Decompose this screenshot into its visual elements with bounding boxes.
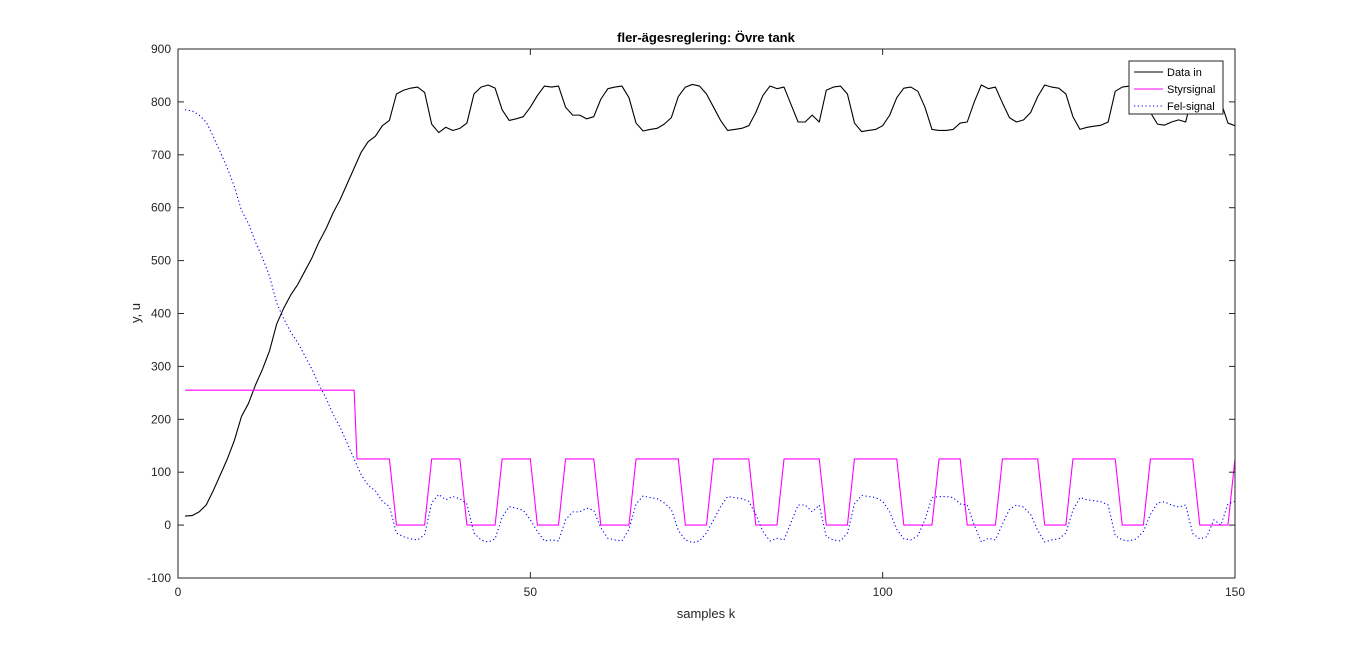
plot-area	[178, 49, 1235, 578]
y-axis: -100 0 100 200 300 400 500 600 700 800 900	[147, 42, 1235, 585]
y-tick-label: 800	[151, 95, 171, 109]
y-tick-label: 600	[151, 201, 171, 215]
y-tick-label: 100	[151, 465, 171, 479]
y-tick-label: 300	[151, 359, 171, 373]
y-tick-label: 200	[151, 412, 171, 426]
series-layer	[184, 83, 1235, 544]
series-line-data-in	[185, 83, 1235, 517]
y-tick-label: 400	[151, 307, 171, 321]
legend-label: Styrsignal	[1167, 84, 1215, 96]
y-tick-label: 0	[164, 518, 171, 532]
y-tick-label: 700	[151, 148, 171, 162]
x-tick-label: 50	[524, 585, 538, 599]
y-axis-label: y, u	[128, 303, 143, 323]
x-tick-label: 0	[175, 585, 182, 599]
legend-box	[1128, 60, 1224, 115]
y-tick-label: 500	[151, 254, 171, 268]
legend: Data in Styrsignal Fel-signal	[1128, 60, 1224, 115]
x-tick-label: 150	[1225, 585, 1245, 599]
legend-label: Data in	[1167, 67, 1202, 79]
x-axis-label: samples k	[677, 606, 736, 621]
y-tick-label: 900	[151, 42, 171, 56]
legend-label: Fel-signal	[1167, 101, 1215, 113]
x-axis: 0 50 100 150	[175, 49, 1245, 599]
y-tick-label: -100	[147, 571, 171, 585]
chart-title: fler-ägesreglering: Övre tank	[617, 30, 795, 45]
series-line-styrsignal	[185, 389, 1235, 526]
x-tick-label: 100	[873, 585, 893, 599]
